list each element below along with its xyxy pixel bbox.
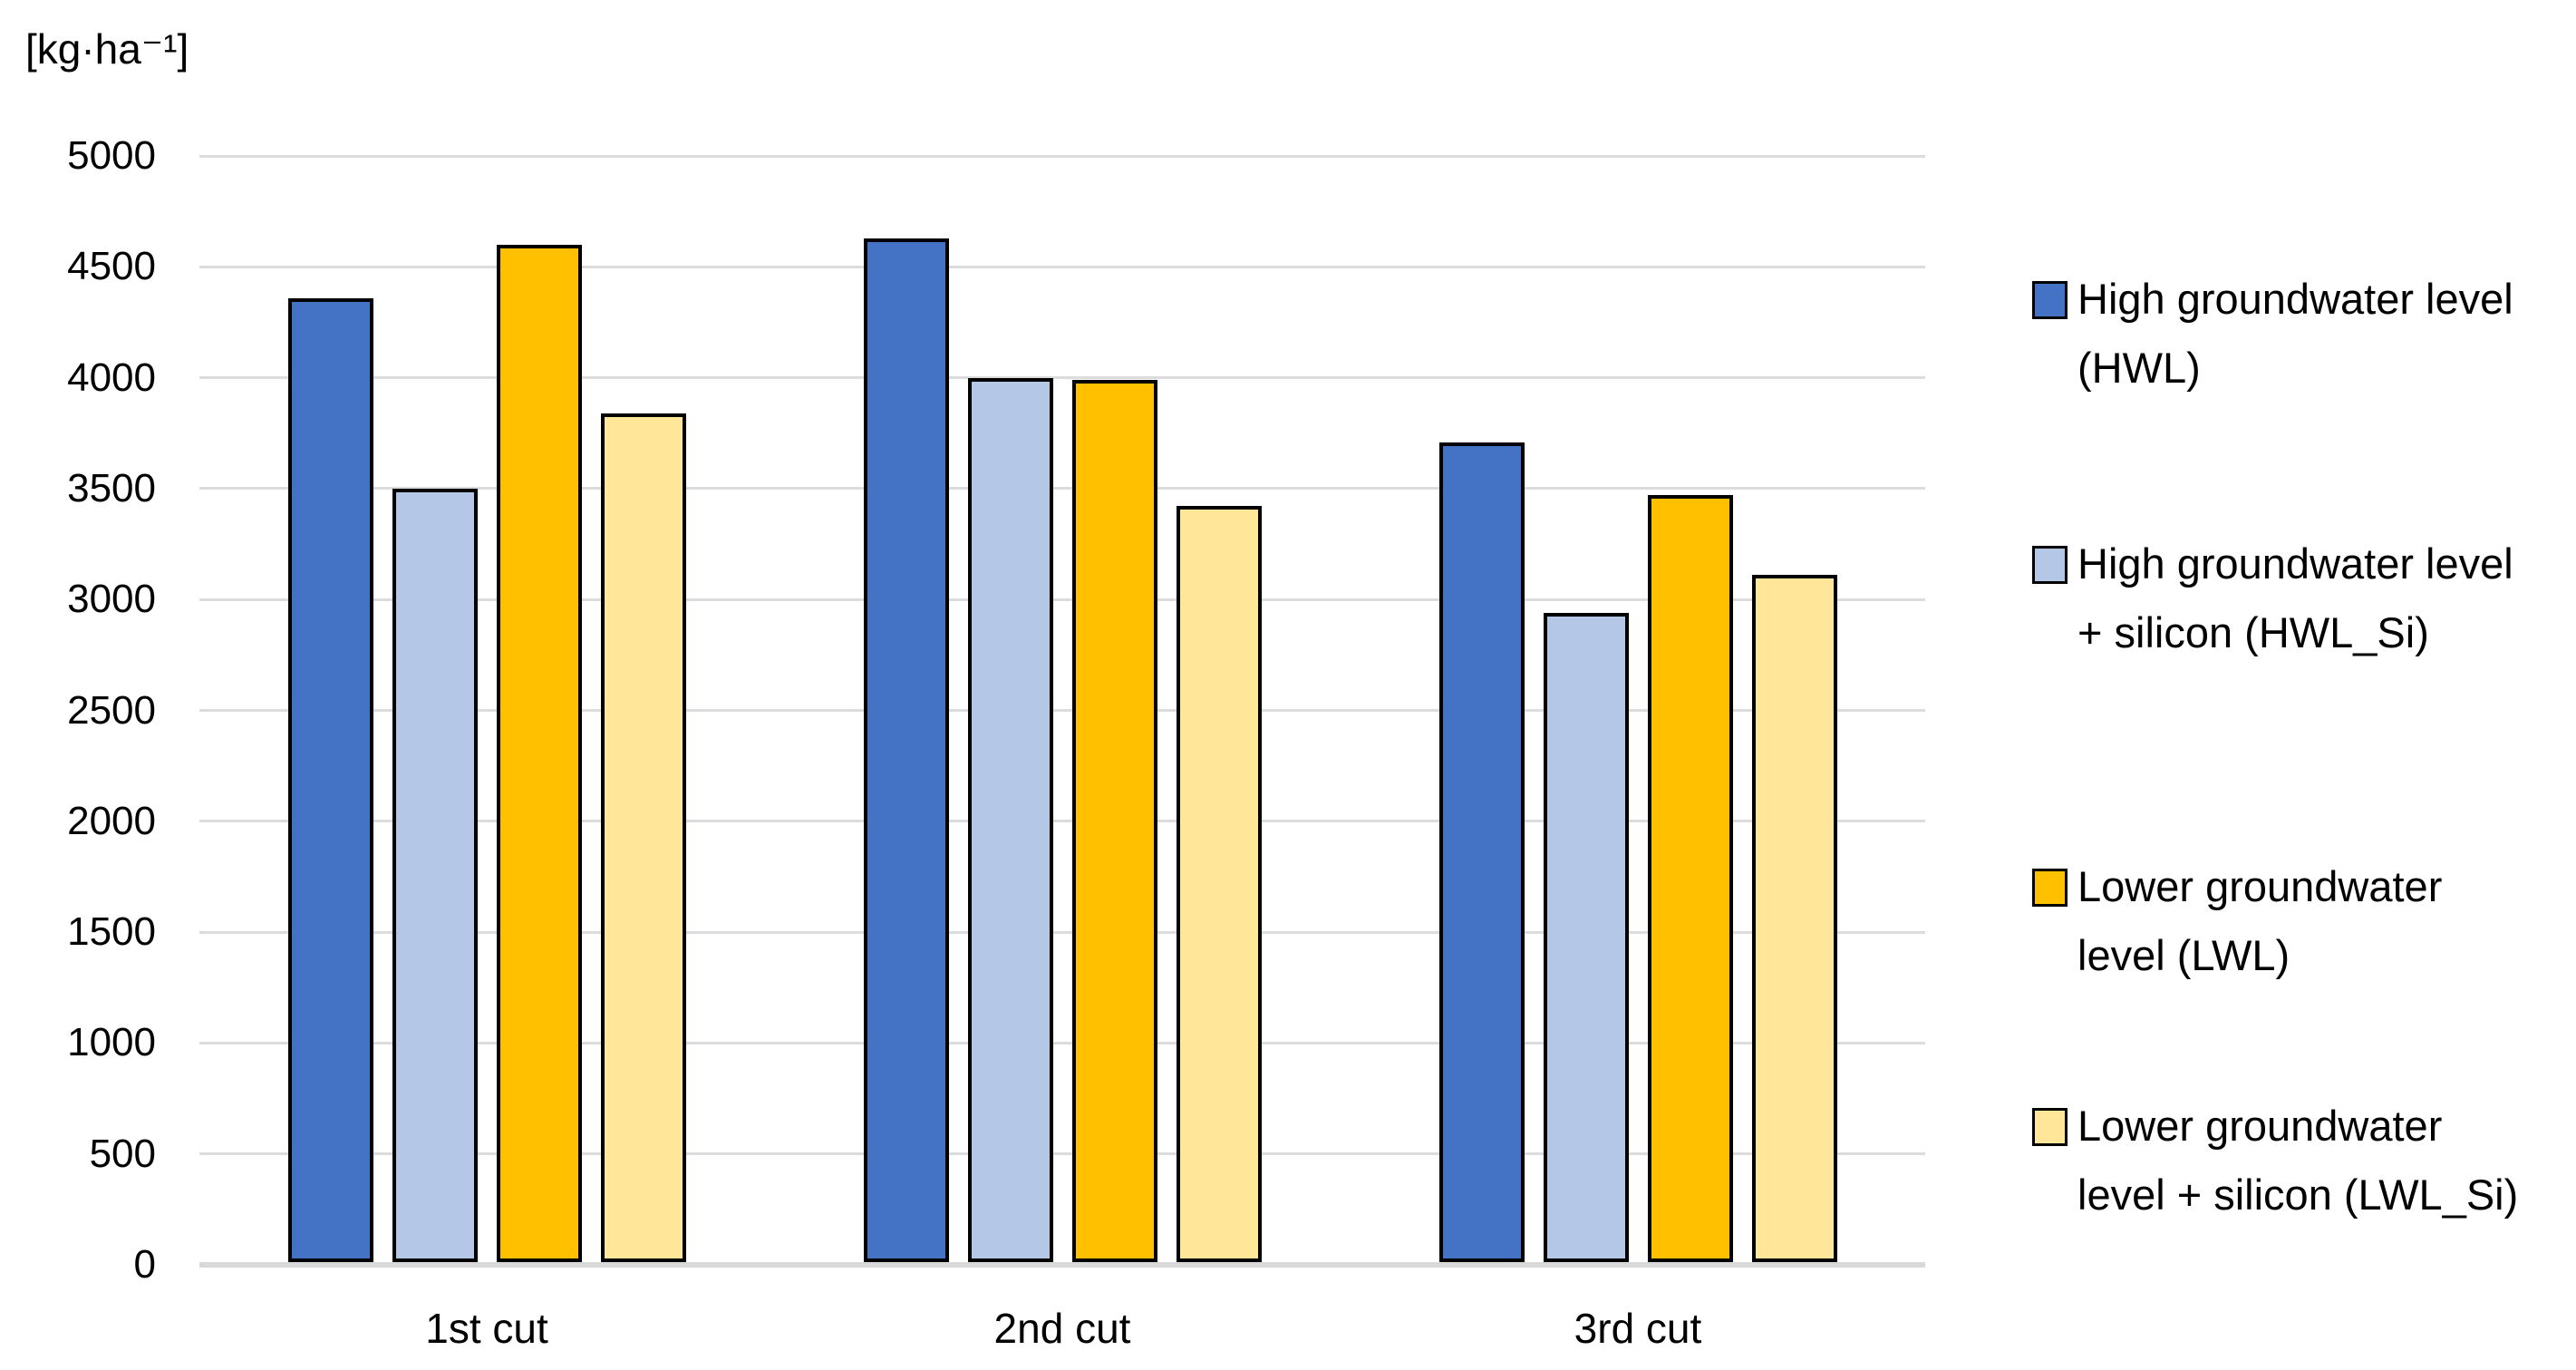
y-tick-label-5000: 5000 [67,133,156,178]
legend-swatch-series4 [2032,1108,2068,1146]
gridline-5000 [199,154,1925,158]
bar-series4-3rd-cut [1751,575,1837,1262]
y-tick-label-500: 500 [89,1131,156,1176]
legend-label-series2-line1: High groundwater level [2077,539,2513,588]
y-tick-label-4000: 4000 [67,355,156,400]
y-tick-label-3000: 3000 [67,577,156,622]
x-category-label-3: 3rd cut [1574,1305,1702,1352]
gridline-1000 [199,1041,1925,1045]
y-tick-label-0: 0 [133,1242,156,1287]
x-axis-line [199,1262,1925,1268]
bar-series1-2nd-cut [863,238,949,1262]
bar-series1-3rd-cut [1438,442,1525,1262]
legend-swatch-series1 [2032,281,2068,319]
legend-label-series1-line1: High groundwater level [2077,275,2513,323]
legend-label-series4-line2: level + silicon (LWL_Si) [2077,1171,2519,1219]
gridline-500 [199,1152,1925,1156]
y-tick-label-2500: 2500 [67,687,156,733]
bar-series4-1st-cut [600,413,686,1262]
bar-series3-1st-cut [496,244,582,1262]
legend-swatch-series2 [2032,546,2068,584]
legend-label-series3-line2: level (LWL) [2077,931,2290,979]
y-tick-label-3500: 3500 [67,465,156,510]
bar-series2-1st-cut [392,488,478,1262]
gridline-3000 [199,598,1925,601]
y-axis-unit-label: [kg·ha⁻¹] [25,25,189,73]
x-category-label-1: 1st cut [425,1305,548,1352]
legend-label-series4-line1: Lower groundwater [2077,1102,2443,1150]
bar-series3-2nd-cut [1071,380,1157,1262]
legend-swatch-series3 [2032,869,2068,907]
legend-label-series1-line2: (HWL) [2077,344,2201,392]
y-tick-label-4500: 4500 [67,244,156,289]
bar-series2-2nd-cut [967,377,1053,1262]
legend-label-series2-line2: + silicon (HWL_Si) [2077,608,2429,656]
gridline-1500 [199,930,1925,934]
bar-series4-2nd-cut [1176,506,1262,1262]
gridline-2000 [199,820,1925,823]
y-tick-label-1000: 1000 [67,1020,156,1065]
bar-series3-3rd-cut [1647,495,1733,1262]
bar-series1-1st-cut [287,297,373,1262]
x-category-label-2: 2nd cut [993,1305,1131,1352]
gridline-4000 [199,376,1925,380]
legend-label-series3-line1: Lower groundwater [2077,862,2443,910]
bar-series2-3rd-cut [1543,612,1629,1262]
gridline-4500 [199,265,1925,268]
gridline-2500 [199,709,1925,712]
gridline-3500 [199,487,1925,491]
y-tick-label-1500: 1500 [67,909,156,955]
y-tick-label-2000: 2000 [67,798,156,843]
